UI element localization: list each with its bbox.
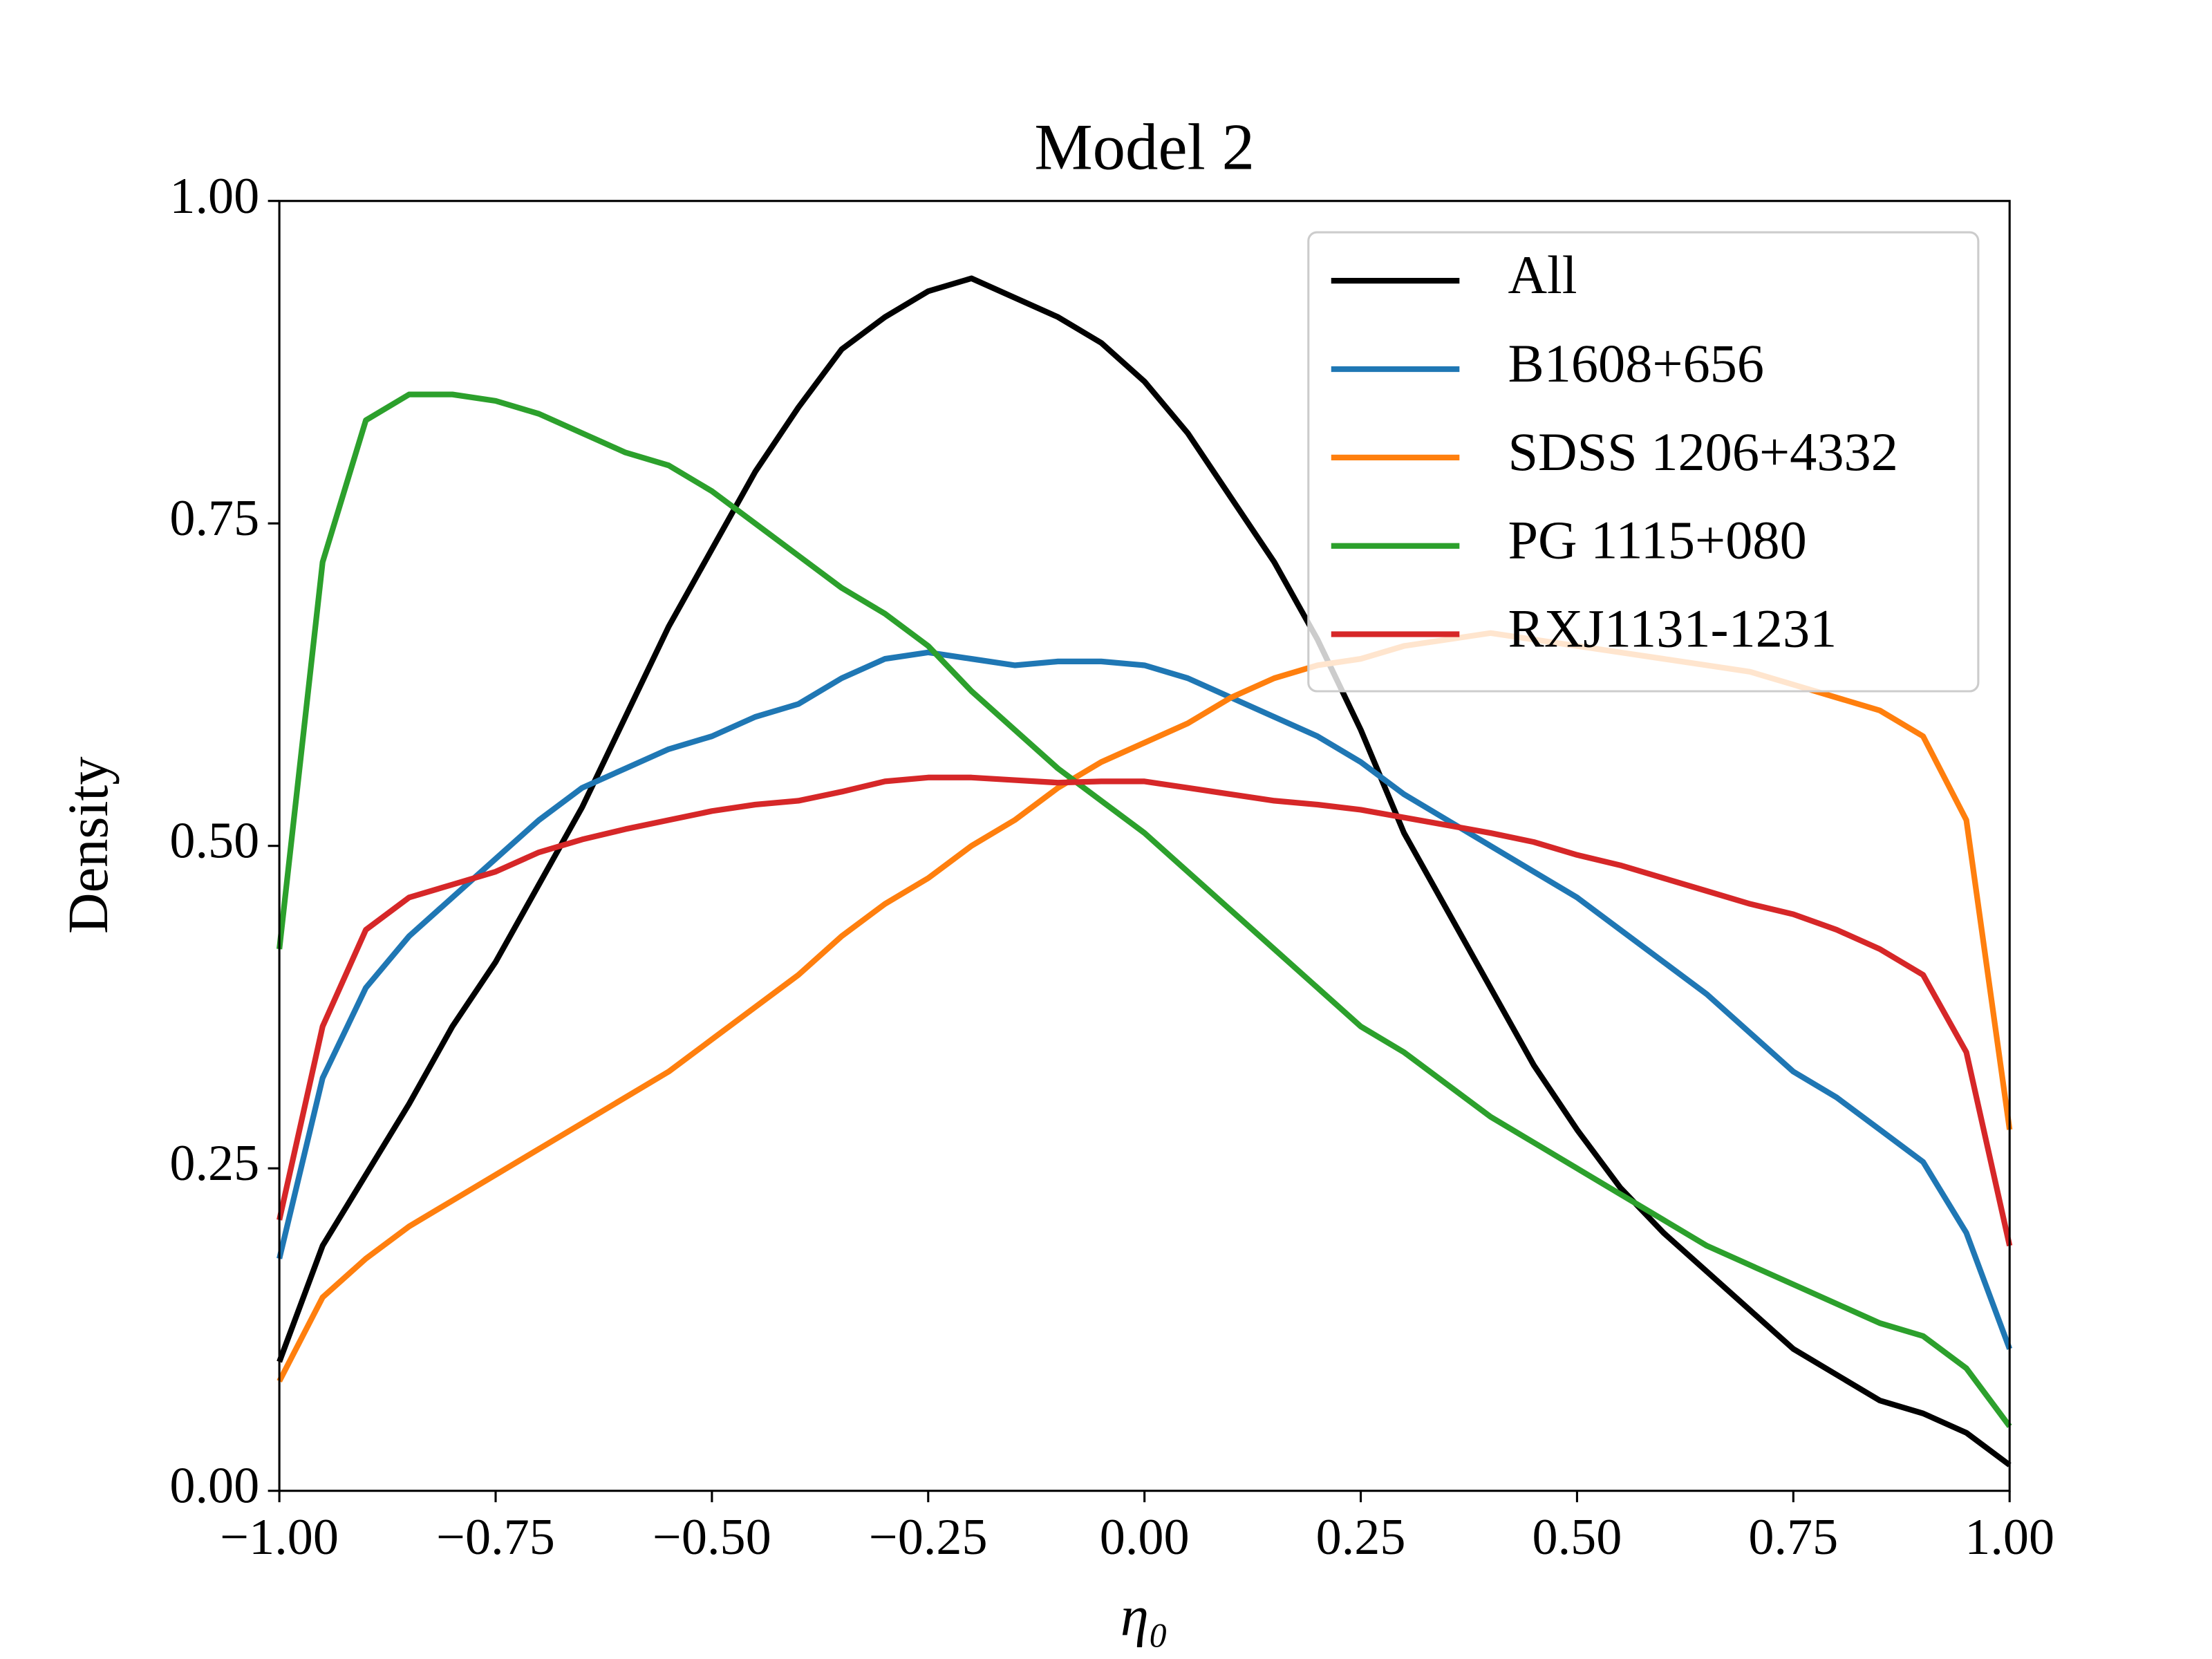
series-line — [276, 649, 2013, 1350]
y-tick-label: 0.25 — [169, 1135, 259, 1192]
y-tick-label: 1.00 — [169, 168, 259, 225]
x-tick-label: 0.75 — [1748, 1509, 1838, 1566]
y-tick-label: 0.50 — [169, 813, 259, 870]
plot-frame — [278, 200, 2011, 1492]
legend-label: B1608+656 — [1508, 333, 1764, 393]
x-tick-label: −1.00 — [220, 1509, 339, 1566]
x-axis-label: η₀ — [1121, 1584, 1169, 1647]
legend-label: All — [1508, 245, 1577, 305]
series-line — [276, 391, 2012, 1428]
legend-box — [1307, 231, 1980, 693]
x-tick-label: −0.50 — [653, 1509, 771, 1566]
x-tick-label: 1.00 — [1965, 1509, 2054, 1566]
legend-label: RXJ1131-1231 — [1508, 599, 1837, 659]
y-axis-label: Density — [57, 756, 120, 934]
series-line — [276, 774, 2013, 1247]
x-tick-label: 0.25 — [1316, 1509, 1406, 1566]
legend-label: SDSS 1206+4332 — [1508, 422, 1897, 482]
x-tick-label: 0.50 — [1532, 1509, 1622, 1566]
x-tick-label: −0.75 — [436, 1509, 555, 1566]
series-line — [276, 275, 2012, 1468]
y-tick-label: 0.75 — [169, 490, 259, 547]
chart-title: Model 2 — [1034, 110, 1255, 183]
legend-label: PG 1115+080 — [1508, 510, 1806, 570]
x-tick-label: 0.00 — [1100, 1509, 1190, 1566]
legend: All B1608+656 SDSS 1206+4332 PG 1115+080 RXJ… — [1307, 231, 1980, 693]
y-tick-label: 0.00 — [169, 1458, 259, 1515]
x-tick-label: −0.25 — [869, 1509, 988, 1566]
